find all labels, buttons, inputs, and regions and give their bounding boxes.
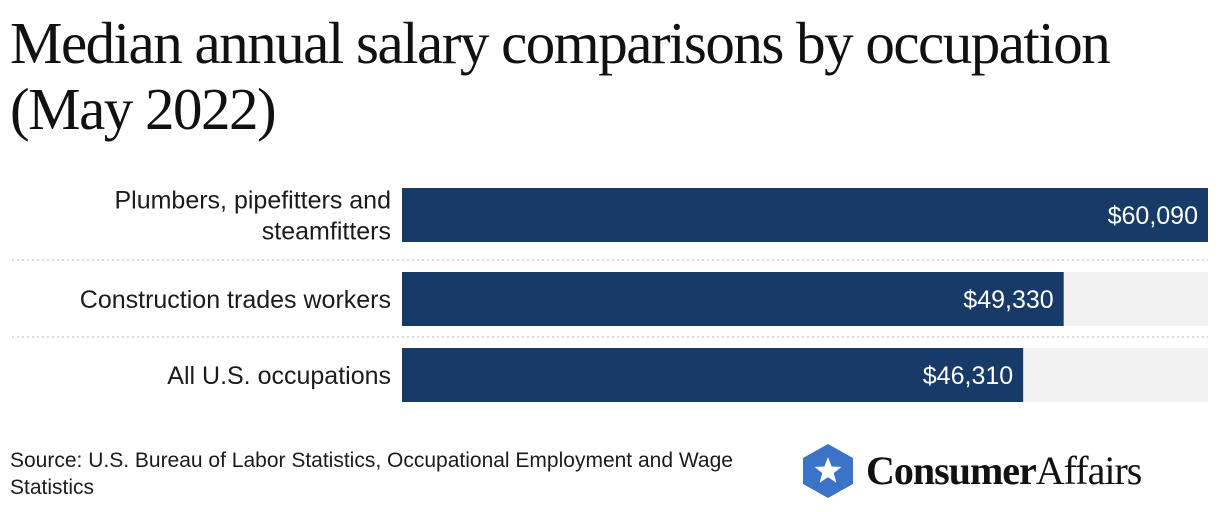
category-label: Plumbers, pipefitters and steamfitters (114, 187, 391, 246)
chart-title: Median annual salary comparisons by occu… (10, 10, 1111, 142)
category-label: Construction trades workers (80, 286, 391, 314)
star-shield-icon (803, 444, 853, 498)
source-note: Source: U.S. Bureau of Labor Statistics,… (10, 449, 733, 499)
category-label-line: steamfitters (262, 218, 391, 246)
category-label-line: Plumbers, pipefitters and (114, 187, 391, 215)
bar (402, 272, 1064, 326)
bar (402, 188, 1208, 242)
consumeraffairs-logo: ConsumerAffairs (800, 442, 1143, 500)
category-label-line: Construction trades workers (80, 286, 391, 314)
bar-chart: $60,090 Plumbers, pipefitters and steamfit… (12, 187, 1208, 402)
value-label: $60,090 (1108, 202, 1198, 230)
value-label: $49,330 (963, 286, 1053, 314)
category-label-line: All U.S. occupations (167, 362, 391, 390)
logo-wordmark: ConsumerAffairs (866, 442, 1143, 500)
logo-wordmark-light: Affairs (1035, 448, 1143, 493)
value-label: $46,310 (923, 362, 1013, 390)
category-label: All U.S. occupations (167, 362, 391, 390)
logo-wordmark-strong: Consumer (866, 448, 1037, 493)
bar (402, 348, 1024, 402)
